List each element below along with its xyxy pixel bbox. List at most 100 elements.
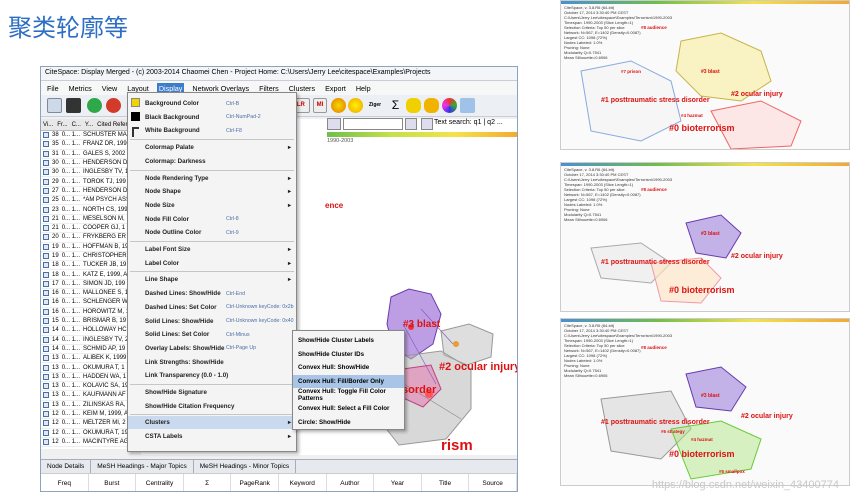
visible-checkbox[interactable] bbox=[43, 327, 49, 334]
table-row[interactable]: 13 0... 1... OKUMURA T, 1 bbox=[41, 363, 140, 373]
table-row[interactable]: 12 0... 1... KEIM M, 1999, A bbox=[41, 410, 140, 420]
table-row[interactable]: 19 0... 1... CHRISTOPHER bbox=[41, 252, 140, 262]
column-header[interactable]: Cited Referen... bbox=[97, 121, 140, 128]
visible-checkbox[interactable] bbox=[43, 178, 49, 185]
menu-help[interactable]: Help bbox=[355, 83, 371, 93]
visible-checkbox[interactable] bbox=[43, 318, 49, 325]
table-row[interactable]: 29 0... 1... TOROK TJ, 199 bbox=[41, 177, 140, 187]
menu-file[interactable]: File bbox=[47, 83, 59, 93]
table-row[interactable]: 38 0... 1... SCHUSTER MA bbox=[41, 131, 140, 141]
display-menu-item[interactable]: Link Strengths: Show/Hide bbox=[145, 358, 224, 366]
table-row[interactable]: 18 0... 1... TUCKER JB, 19 bbox=[41, 261, 140, 271]
visible-checkbox[interactable] bbox=[43, 429, 49, 436]
bottom-tab[interactable]: MeSH Headings - Major Topics bbox=[91, 460, 194, 473]
menu-layout[interactable]: Layout bbox=[127, 83, 149, 93]
mi-button[interactable]: MI bbox=[313, 98, 327, 113]
table-row[interactable]: 13 0... 1... ZILINSKAS RA, bbox=[41, 401, 140, 410]
clusters-submenu-item[interactable]: Convex Hull: Select a Fill Color bbox=[298, 405, 390, 413]
visible-checkbox[interactable] bbox=[43, 290, 49, 297]
visible-checkbox[interactable] bbox=[43, 215, 49, 222]
display-menu-item[interactable]: Link Transparency (0.0 - 1.0) bbox=[145, 372, 229, 380]
display-menu-item[interactable]: Dashed Lines: Set Color Ctrl-Unknown keyC… bbox=[145, 303, 294, 311]
display-menu-item[interactable]: Label Color ▸ bbox=[145, 259, 291, 267]
table-row[interactable]: 13 0... 1... HADDEN WA, 1 bbox=[41, 373, 140, 383]
display-menu-item[interactable]: Show/Hide Citation Frequency bbox=[145, 402, 235, 410]
play-icon[interactable] bbox=[87, 98, 102, 113]
visible-checkbox[interactable] bbox=[43, 364, 49, 371]
clusters-submenu-item[interactable]: Convex Hull: Toggle Fill Color Patterns bbox=[298, 388, 386, 403]
cluster-label-icon[interactable] bbox=[348, 98, 363, 113]
bottom-tab[interactable]: Node Details bbox=[41, 460, 92, 473]
details-column-header[interactable]: Author bbox=[327, 474, 375, 491]
visible-checkbox[interactable] bbox=[43, 392, 49, 399]
visible-checkbox[interactable] bbox=[43, 373, 49, 380]
table-row[interactable]: 20 0... 1... FRYKBERG ER bbox=[41, 233, 140, 243]
display-menu-item[interactable]: Clusters ▸ bbox=[128, 416, 296, 430]
table-row[interactable]: 16 0... 1... HOROWITZ M, 1 bbox=[41, 308, 140, 317]
display-menu-item[interactable]: Node Shape ▸ bbox=[145, 188, 291, 196]
details-column-header[interactable]: PageRank bbox=[231, 474, 279, 491]
table-row[interactable]: 15 0... 1... BRISMAR B, 19 bbox=[41, 317, 140, 327]
table-row[interactable]: 12 0... 1... MELTZER MI, 2 bbox=[41, 419, 140, 429]
table-row[interactable]: 18 0... 1... KATZ E, 1999, A bbox=[41, 270, 140, 280]
display-menu-item[interactable]: Black Background Ctrl-NumPad-2 bbox=[145, 113, 261, 121]
details-column-header[interactable]: Centrality bbox=[136, 474, 184, 491]
zoom-in-icon[interactable] bbox=[327, 118, 341, 130]
text-search-icon[interactable] bbox=[421, 118, 433, 130]
column-header[interactable]: Fr... bbox=[57, 121, 68, 128]
stop-icon[interactable] bbox=[106, 98, 121, 113]
visible-checkbox[interactable] bbox=[43, 150, 49, 157]
visible-checkbox[interactable] bbox=[43, 383, 49, 390]
cluster-circle-icon[interactable] bbox=[331, 98, 346, 113]
clusters-submenu-item[interactable]: Circle: Show/Hide bbox=[298, 418, 351, 426]
visible-checkbox[interactable] bbox=[43, 345, 49, 352]
table-row[interactable]: 14 0... 1... SCHMID AP, 19 bbox=[41, 345, 140, 355]
table-row[interactable]: 12 0... 1... OKUMURA T, 19 bbox=[41, 429, 140, 438]
table-row[interactable]: 31 0... 1... GALES S, 2002 bbox=[41, 150, 140, 159]
table-row[interactable]: 14 0... 1... INGLESBY TV, 2 bbox=[41, 336, 140, 345]
ziger-icon[interactable]: Ziger bbox=[368, 102, 382, 108]
menu-display[interactable]: Display bbox=[156, 82, 185, 94]
details-column-header[interactable]: Freq bbox=[41, 474, 89, 491]
visible-checkbox[interactable] bbox=[43, 401, 49, 408]
zoom-out-icon[interactable] bbox=[405, 118, 417, 130]
table-row[interactable]: 14 0... 1... HOLLOWAY HC bbox=[41, 326, 140, 336]
table-row[interactable]: 16 0... 1... SCHLENGER W bbox=[41, 298, 140, 308]
display-menu-item[interactable]: CSTA Labels ▸ bbox=[145, 433, 291, 441]
display-menu-item[interactable]: Background Color Ctrl-B bbox=[145, 100, 240, 107]
visible-checkbox[interactable] bbox=[43, 169, 49, 176]
table-row[interactable]: 21 0... 1... MESELSON M, bbox=[41, 215, 140, 224]
visible-checkbox[interactable] bbox=[43, 262, 49, 269]
details-column-header[interactable]: Keyword bbox=[279, 474, 327, 491]
visible-checkbox[interactable] bbox=[43, 206, 49, 213]
column-header[interactable]: Y... bbox=[84, 121, 94, 128]
timeline-slider[interactable] bbox=[343, 118, 403, 130]
display-menu-item[interactable]: Line Shape ▸ bbox=[145, 276, 291, 284]
visible-checkbox[interactable] bbox=[43, 225, 49, 232]
table-row[interactable]: 35 0... 1... FRANZ DR, 199 bbox=[41, 140, 140, 150]
column-header[interactable]: C... bbox=[71, 121, 81, 128]
visible-checkbox[interactable] bbox=[43, 355, 49, 362]
display-menu-item[interactable]: Colormap: Darkness bbox=[145, 157, 206, 165]
export-icon[interactable] bbox=[460, 98, 475, 113]
details-column-header[interactable]: Title bbox=[422, 474, 470, 491]
display-menu-item[interactable]: White Background Ctrl-F8 bbox=[145, 127, 242, 135]
display-menu-item[interactable]: Node Outline Color Ctrl-9 bbox=[145, 229, 239, 237]
details-column-header[interactable]: Year bbox=[374, 474, 422, 491]
details-column-header[interactable]: Burst bbox=[89, 474, 137, 491]
display-menu-item[interactable]: Label Font Size ▸ bbox=[145, 246, 291, 253]
search-label-icon[interactable] bbox=[424, 98, 439, 113]
visible-checkbox[interactable] bbox=[43, 271, 49, 278]
menu-network-overlays[interactable]: Network Overlays bbox=[192, 83, 250, 93]
search-node-icon[interactable] bbox=[406, 98, 421, 113]
visible-checkbox[interactable] bbox=[43, 411, 49, 418]
clusters-submenu-item[interactable]: Convex Hull: Show/Hide bbox=[298, 364, 370, 372]
display-menu-item[interactable]: Dashed Lines: Show/Hide Ctrl-End bbox=[145, 290, 246, 298]
menu-metrics[interactable]: Metrics bbox=[68, 83, 92, 93]
visible-checkbox[interactable] bbox=[43, 187, 49, 194]
visible-checkbox[interactable] bbox=[43, 234, 49, 241]
visible-checkbox[interactable] bbox=[43, 197, 49, 204]
table-row[interactable]: 13 0... 1... KOLAVIC SA, 19 bbox=[41, 382, 140, 392]
visible-checkbox[interactable] bbox=[43, 243, 49, 250]
clusters-submenu-item[interactable]: Show/Hide Cluster Labels bbox=[298, 337, 374, 345]
